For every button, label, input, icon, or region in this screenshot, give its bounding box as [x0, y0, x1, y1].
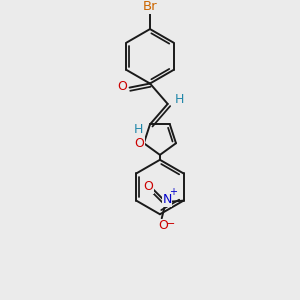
Text: O: O	[117, 80, 127, 93]
Text: Br: Br	[143, 0, 157, 13]
Text: −: −	[166, 219, 175, 229]
Text: H: H	[174, 92, 184, 106]
Text: +: +	[169, 188, 177, 197]
Text: O: O	[158, 220, 168, 232]
Text: N: N	[163, 193, 172, 206]
Text: H: H	[134, 123, 143, 136]
Text: O: O	[134, 137, 144, 150]
Text: O: O	[143, 180, 153, 193]
